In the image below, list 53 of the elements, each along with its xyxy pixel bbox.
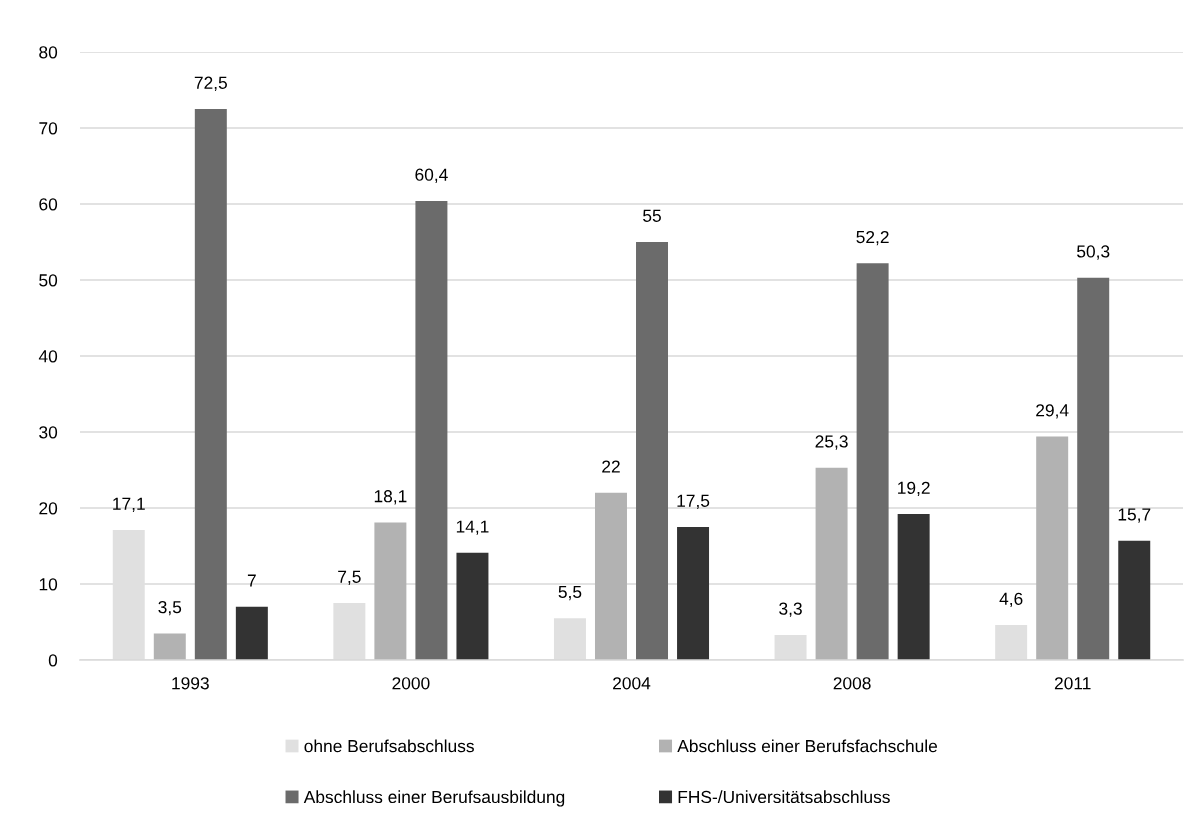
data-label: 7 xyxy=(247,574,256,587)
data-label: 4,6 xyxy=(999,592,1023,607)
bar xyxy=(153,633,186,660)
bar xyxy=(815,467,848,660)
data-label: 29,4 xyxy=(1036,404,1069,419)
y-tick-label: 80 xyxy=(39,46,58,59)
data-label: 17,1 xyxy=(113,497,145,512)
y-tick-label: 70 xyxy=(39,122,58,135)
data-label: 55 xyxy=(643,209,661,222)
data-label: 25,3 xyxy=(815,435,848,450)
legend-label: FHS-/Universitätsabschluss xyxy=(678,790,890,804)
bar xyxy=(235,606,268,660)
data-label: 72,5 xyxy=(194,76,227,91)
data-label: 3,3 xyxy=(779,602,802,617)
bar xyxy=(194,109,227,660)
data-label: 14,1 xyxy=(456,520,489,535)
data-label: 52,2 xyxy=(856,230,889,246)
bar xyxy=(636,242,669,660)
data-label: 17,5 xyxy=(677,494,710,509)
y-tick-label: 0 xyxy=(48,654,58,667)
legend-label: ohne Berufsabschluss xyxy=(304,739,474,753)
bar xyxy=(897,514,930,660)
data-label: 3,5 xyxy=(158,601,182,616)
data-label: 50,3 xyxy=(1077,245,1110,260)
bar xyxy=(1118,540,1151,660)
data-label: 7,5 xyxy=(338,570,361,585)
data-label: 15,7 xyxy=(1118,508,1151,523)
x-tick-label: 1993 xyxy=(172,677,209,690)
y-tick-label: 30 xyxy=(39,426,58,439)
bar xyxy=(415,200,448,660)
bar xyxy=(594,492,627,660)
data-label: 5,5 xyxy=(558,585,582,601)
bar xyxy=(677,527,710,660)
data-label: 60,4 xyxy=(415,168,448,183)
y-tick-label: 20 xyxy=(39,502,58,515)
x-tick-label: 2000 xyxy=(392,677,430,690)
legend-label: Abschluss einer Berufsfachschule xyxy=(677,739,938,753)
data-label: 18,1 xyxy=(374,490,407,505)
y-tick-label: 50 xyxy=(39,274,58,287)
x-tick-label: 2008 xyxy=(833,677,871,690)
y-tick-label: 60 xyxy=(39,198,58,211)
bar xyxy=(1077,277,1110,660)
bar xyxy=(456,552,489,660)
bar xyxy=(1036,436,1069,660)
y-tick-label: 10 xyxy=(39,578,58,591)
data-label: 22 xyxy=(602,460,620,473)
x-tick-label: 2011 xyxy=(1054,677,1091,690)
y-tick-label: 40 xyxy=(38,350,58,363)
legend-label: Abschluss einer Berufsausbildung xyxy=(303,790,565,807)
bar xyxy=(856,263,889,660)
data-label: 19,2 xyxy=(898,481,930,497)
x-tick-label: 2004 xyxy=(613,677,651,690)
bar xyxy=(374,522,407,660)
